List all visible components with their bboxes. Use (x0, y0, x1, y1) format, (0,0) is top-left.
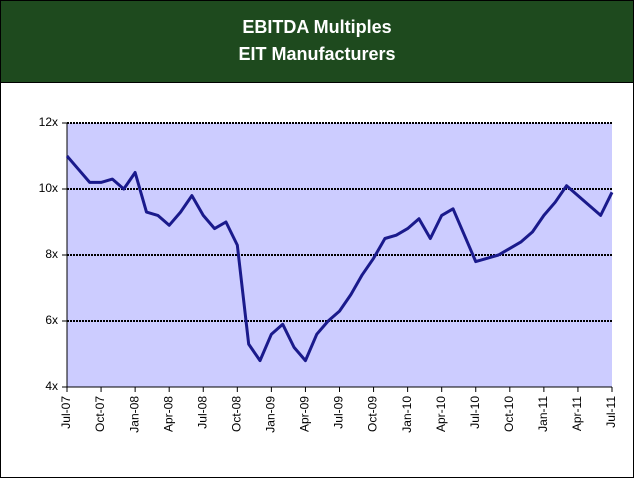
y-tick-label: 12x (39, 115, 58, 129)
header (0, 0, 634, 83)
y-tick-label: 10x (39, 181, 58, 195)
x-tick-label: Oct-10 (502, 396, 516, 432)
y-tick-label: 6x (45, 313, 58, 327)
x-tick-label: Jul-09 (332, 396, 346, 429)
x-tick-label: Oct-07 (93, 396, 107, 432)
x-tick-label: Jul-10 (468, 396, 482, 429)
x-tick-label: Apr-08 (161, 396, 175, 432)
y-tick-label: 4x (45, 379, 58, 393)
x-tick-label: Apr-10 (434, 396, 448, 432)
x-tick-label: Jan-09 (264, 396, 278, 433)
x-tick-label: Apr-11 (570, 396, 584, 431)
x-tick-label: Oct-09 (366, 396, 380, 432)
chart-title: EBITDA Multiples (242, 17, 391, 37)
x-tick-label: Jan-11 (536, 396, 550, 432)
series-line (65, 155, 614, 363)
y-tick-label: 8x (45, 247, 58, 261)
x-tick-label: Jul-08 (195, 396, 209, 429)
x-tick-label: Jan-08 (127, 396, 141, 433)
x-tick-label: Jan-10 (400, 396, 414, 433)
x-tick-label: Oct-08 (229, 396, 243, 432)
x-tick-label: Jul-11 (604, 396, 618, 428)
x-tick-label: Jul-07 (59, 396, 73, 429)
chart-subtitle: EIT Manufacturers (238, 44, 395, 64)
x-tick-label: Apr-09 (298, 396, 312, 432)
